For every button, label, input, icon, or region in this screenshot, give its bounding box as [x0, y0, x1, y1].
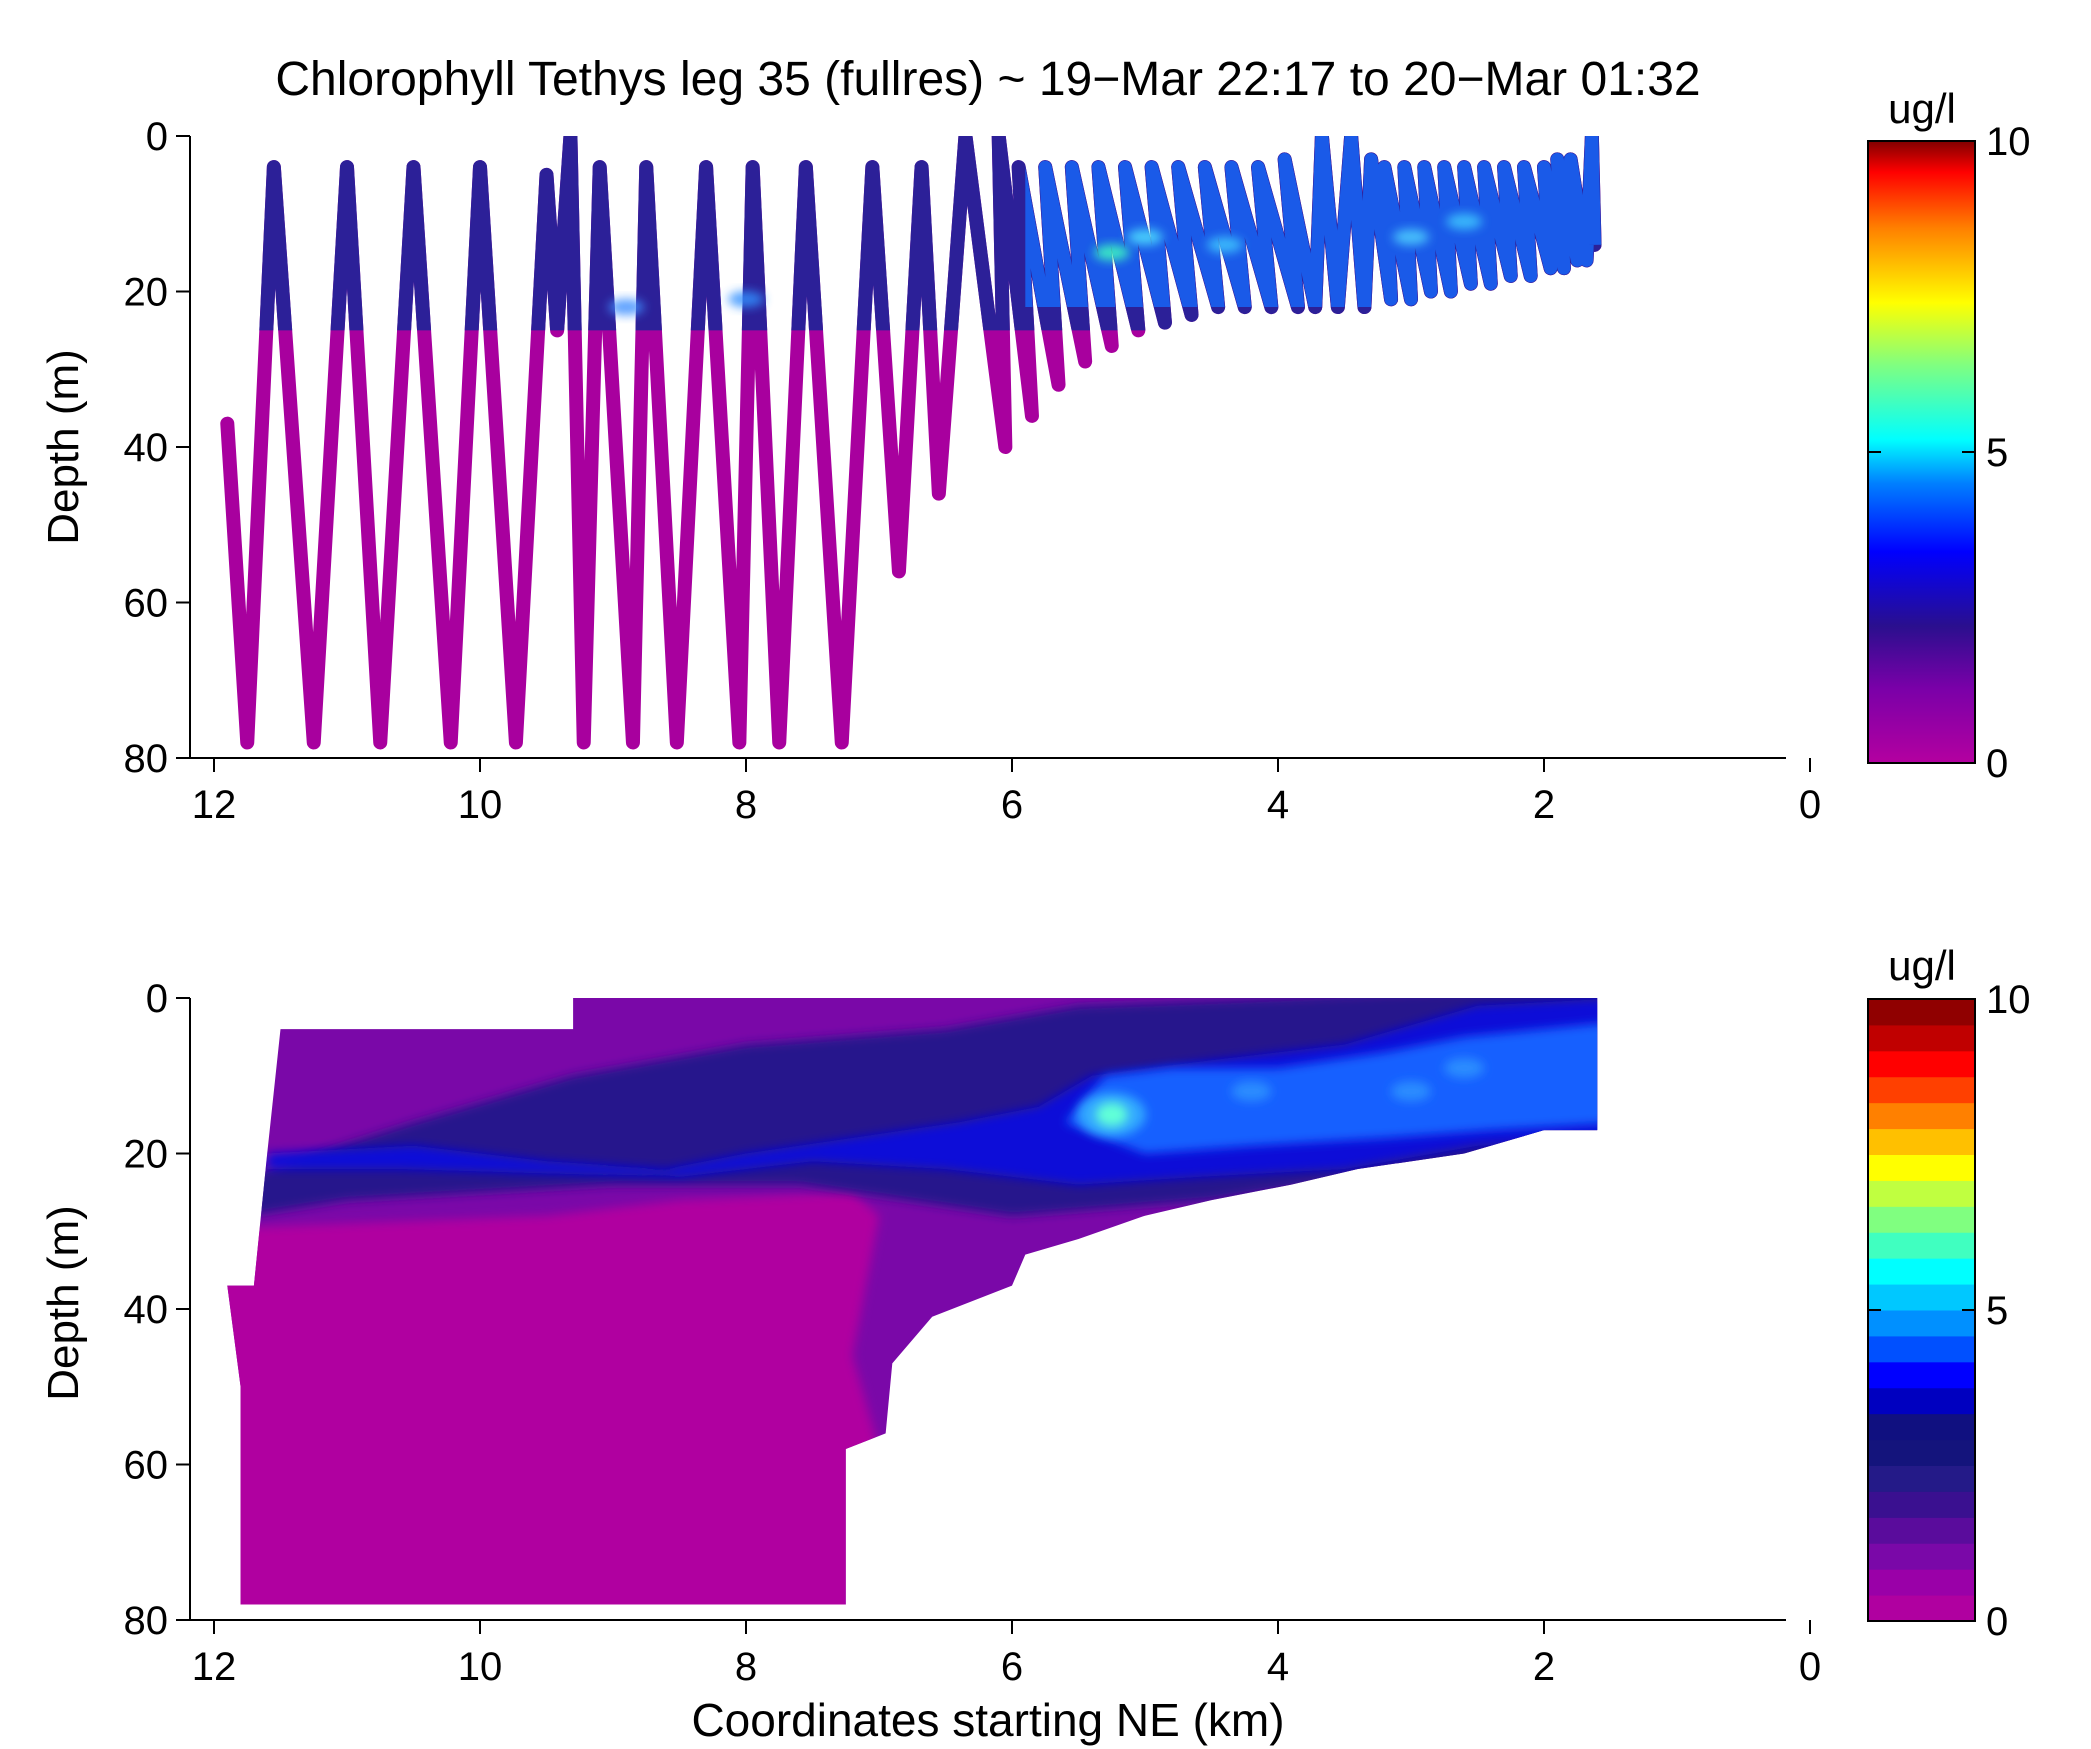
contour-colorbar-step [1868, 1050, 1975, 1078]
chlorophyll-maximum-highlights [608, 136, 1602, 316]
track-colorbar: ug/l 0 5 10 [1867, 85, 2031, 786]
contour-colorbar-step [1868, 1154, 1975, 1181]
track-colorbar-tick-label: 10 [1986, 120, 2031, 164]
contour-plot-xlabel: Coordinates starting NE (km) [691, 1694, 1284, 1746]
contour-y-tick-label: 0 [146, 977, 168, 1021]
contour-colorbar-step [1868, 1465, 1975, 1492]
contour-y-tick-label: 40 [124, 1288, 169, 1332]
contour-colorbar-step [1868, 1335, 1975, 1363]
contour-colorbar-unit: ug/l [1888, 942, 1956, 989]
chlorophyll-highlight [608, 299, 645, 316]
track-colorbar-tick-label: 0 [1986, 742, 2008, 786]
track-y-tick-label: 40 [124, 426, 169, 470]
contour-deep-low-region [227, 1192, 879, 1605]
contour-colorbar-step [1868, 1595, 1975, 1622]
track-x-tick-label: 8 [735, 783, 757, 827]
chlorophyll-highlight [728, 291, 764, 308]
contour-peak [1077, 1057, 1485, 1137]
contour-colorbar-step [1868, 1024, 1975, 1052]
chlorophyll-highlight [1127, 229, 1163, 246]
track-plot-area [220, 136, 1602, 750]
contour-colorbar-step [1868, 1569, 1975, 1596]
contour-x-tick-label: 10 [458, 1645, 503, 1689]
contour-colorbar-tick-label: 10 [1986, 978, 2031, 1022]
contour-colorbar-step [1868, 1258, 1975, 1285]
contour-colorbar-step [1868, 1413, 1975, 1441]
contour-colorbar-tick-label: 0 [1986, 1600, 2008, 1644]
track-colorbar-ticks: 0 5 10 [1868, 120, 2031, 786]
contour-colorbar-tick-label: 5 [1986, 1289, 2008, 1333]
contour-colorbar-step [1868, 1232, 1975, 1259]
contour-colorbar-step [1868, 1206, 1975, 1233]
contour-colorbar-step [1868, 1128, 1975, 1155]
contour-y-tick-label: 20 [124, 1133, 169, 1177]
chlorophyll-highlight [1206, 236, 1243, 253]
contour-plot-area [227, 998, 1598, 1605]
contour-colorbar-step [1868, 1076, 1975, 1104]
contour-peak-inner [1095, 1102, 1128, 1127]
chlorophyll-highlight [1393, 229, 1429, 246]
contour-y-tick-label: 60 [124, 1444, 169, 1488]
contour-colorbar-ticks: 0 5 10 [1868, 978, 2031, 1644]
track-colorbar-tick-label: 5 [1986, 431, 2008, 475]
contour-patch [1391, 1081, 1431, 1102]
contour-colorbar-step [1868, 1180, 1975, 1207]
contour-x-tick-label: 4 [1267, 1645, 1289, 1689]
track-colorbar-unit: ug/l [1888, 85, 1956, 132]
contour-colorbar-step [1868, 1387, 1975, 1415]
track-y-tick-label: 20 [124, 271, 169, 315]
track-y-tick-label: 60 [124, 582, 169, 626]
track-plot-ylabel: Depth (m) [39, 349, 88, 545]
track-x-tick-label: 12 [192, 783, 237, 827]
track-y-tick-label: 80 [124, 737, 169, 781]
contour-colorbar-scale [1868, 999, 1975, 1622]
track-x-tick-label: 6 [1001, 783, 1023, 827]
track-x-tick-label: 10 [458, 783, 503, 827]
contour-colorbar-step [1868, 1439, 1975, 1466]
track-y-tick-label: 0 [146, 115, 168, 159]
contour-colorbar-step [1868, 1361, 1975, 1389]
contour-colorbar-step [1868, 1517, 1975, 1544]
figure-title: Chlorophyll Tethys leg 35 (fullres) ~ 19… [275, 53, 1700, 106]
contour-colorbar-step [1868, 1310, 1975, 1337]
contour-x-tick-label: 0 [1799, 1645, 1821, 1689]
contour-colorbar: ug/l 0 5 10 [1867, 942, 2031, 1644]
chlorophyll-highlight [1446, 213, 1483, 230]
contour-chlorophyll-core [1065, 1021, 1598, 1154]
vehicle-track-east-upper-segment [1025, 136, 1602, 308]
contour-patch [1231, 1081, 1272, 1102]
contour-x-tick-label: 8 [735, 1645, 757, 1689]
contour-colorbar-step [1868, 1284, 1975, 1311]
contour-colorbar-step [1868, 1102, 1975, 1130]
contour-patch [1444, 1057, 1485, 1078]
track-x-tick-label: 2 [1533, 783, 1555, 827]
track-colorbar-scale [1867, 140, 1976, 764]
contour-colorbar-step [1868, 999, 1975, 1026]
contour-plot-ylabel: Depth (m) [39, 1205, 88, 1401]
contour-x-tick-label: 2 [1533, 1645, 1555, 1689]
track-x-tick-label: 4 [1267, 783, 1289, 827]
contour-colorbar-step [1868, 1543, 1975, 1570]
contour-x-tick-label: 12 [192, 1645, 237, 1689]
track-x-tick-label: 0 [1799, 783, 1821, 827]
contour-y-tick-label: 80 [124, 1599, 169, 1643]
chlorophyll-highlight [1093, 244, 1130, 261]
contour-colorbar-step [1868, 1491, 1975, 1518]
contour-x-tick-label: 6 [1001, 1645, 1023, 1689]
